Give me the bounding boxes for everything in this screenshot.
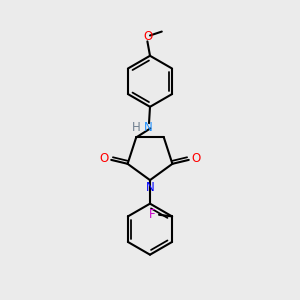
Text: F: F [148,208,155,221]
Text: O: O [99,152,109,165]
Text: O: O [191,152,201,165]
Text: O: O [143,30,152,43]
Text: N: N [146,181,154,194]
Text: H: H [131,121,140,134]
Text: N: N [144,121,153,134]
